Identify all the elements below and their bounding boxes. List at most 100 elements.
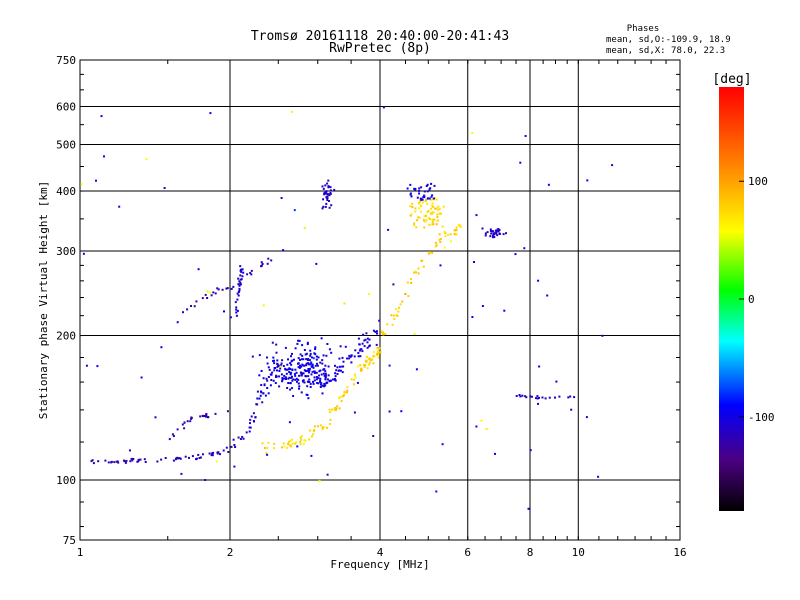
data-point bbox=[283, 377, 285, 380]
data-point bbox=[276, 359, 279, 362]
data-point bbox=[261, 401, 264, 404]
data-point bbox=[344, 345, 347, 348]
data-point bbox=[291, 387, 293, 390]
data-point bbox=[490, 230, 492, 232]
data-point bbox=[199, 456, 202, 459]
data-point bbox=[250, 415, 253, 418]
data-point bbox=[272, 360, 275, 362]
data-point bbox=[273, 367, 276, 369]
data-point bbox=[438, 233, 441, 236]
data-point bbox=[323, 368, 326, 371]
data-point bbox=[289, 368, 292, 370]
data-point bbox=[236, 292, 239, 295]
data-point bbox=[495, 232, 498, 235]
data-point bbox=[431, 218, 434, 221]
data-point bbox=[392, 283, 395, 286]
data-point bbox=[558, 395, 561, 398]
data-point bbox=[186, 308, 189, 311]
data-point bbox=[329, 192, 332, 195]
data-point bbox=[292, 395, 295, 397]
data-point bbox=[291, 359, 294, 362]
data-point bbox=[354, 349, 357, 352]
data-point bbox=[296, 445, 299, 448]
data-point bbox=[454, 233, 457, 236]
data-point bbox=[372, 435, 375, 437]
data-point bbox=[293, 373, 296, 376]
data-point bbox=[100, 115, 103, 118]
data-point bbox=[519, 395, 522, 398]
data-point bbox=[319, 361, 322, 364]
data-point bbox=[301, 344, 304, 347]
data-point bbox=[335, 369, 338, 372]
data-point bbox=[319, 381, 322, 384]
data-point bbox=[315, 262, 318, 265]
data-point bbox=[308, 369, 311, 372]
data-point bbox=[310, 361, 313, 364]
data-point bbox=[525, 396, 528, 399]
data-point bbox=[312, 382, 315, 385]
data-point bbox=[490, 232, 493, 235]
data-point bbox=[496, 228, 499, 231]
data-point bbox=[519, 161, 522, 164]
data-point bbox=[259, 394, 262, 397]
data-point bbox=[414, 270, 417, 273]
data-point bbox=[366, 341, 369, 344]
data-point bbox=[237, 436, 240, 439]
data-point bbox=[455, 229, 458, 232]
data-point bbox=[297, 357, 300, 360]
data-point bbox=[206, 290, 209, 293]
data-point bbox=[341, 371, 344, 374]
data-point bbox=[137, 458, 140, 461]
data-point bbox=[537, 402, 539, 405]
data-point bbox=[416, 196, 419, 199]
data-point bbox=[416, 219, 418, 222]
data-point bbox=[430, 207, 432, 210]
data-point bbox=[428, 223, 431, 226]
data-point bbox=[410, 213, 413, 216]
data-point bbox=[287, 442, 290, 445]
data-point bbox=[444, 235, 447, 238]
data-point bbox=[308, 378, 311, 381]
data-point bbox=[409, 193, 412, 196]
data-point bbox=[431, 198, 434, 201]
data-point bbox=[368, 338, 371, 341]
data-point bbox=[523, 247, 526, 250]
data-point bbox=[427, 210, 430, 213]
data-point bbox=[585, 416, 588, 419]
data-point bbox=[423, 226, 426, 229]
data-point bbox=[358, 343, 361, 346]
data-point bbox=[491, 236, 494, 239]
data-point bbox=[309, 349, 312, 352]
data-point bbox=[240, 270, 243, 273]
data-point bbox=[329, 411, 332, 414]
chart-subtitle: RwPretec (8p) bbox=[329, 41, 431, 56]
data-point bbox=[313, 425, 316, 428]
data-point bbox=[335, 407, 338, 410]
data-point bbox=[256, 397, 259, 400]
data-point bbox=[117, 461, 120, 464]
data-point bbox=[353, 378, 356, 381]
data-point bbox=[230, 445, 233, 448]
data-point bbox=[168, 438, 171, 441]
data-point bbox=[349, 355, 352, 358]
data-point bbox=[239, 438, 242, 440]
data-point bbox=[80, 183, 83, 186]
data-point bbox=[299, 358, 301, 361]
data-point bbox=[291, 352, 293, 355]
data-point bbox=[288, 376, 291, 379]
data-point bbox=[328, 408, 331, 411]
data-point bbox=[306, 394, 309, 396]
data-point bbox=[417, 267, 420, 270]
data-point bbox=[172, 459, 175, 462]
data-point bbox=[327, 374, 330, 377]
data-point bbox=[204, 293, 207, 296]
data-point bbox=[363, 365, 366, 368]
data-point bbox=[322, 354, 325, 357]
data-point bbox=[340, 400, 343, 403]
data-point bbox=[258, 374, 261, 377]
data-point bbox=[176, 428, 179, 431]
data-point bbox=[368, 361, 371, 364]
colorbar-tick-label: 100 bbox=[748, 175, 768, 188]
data-point bbox=[299, 436, 302, 439]
data-point bbox=[360, 367, 363, 370]
